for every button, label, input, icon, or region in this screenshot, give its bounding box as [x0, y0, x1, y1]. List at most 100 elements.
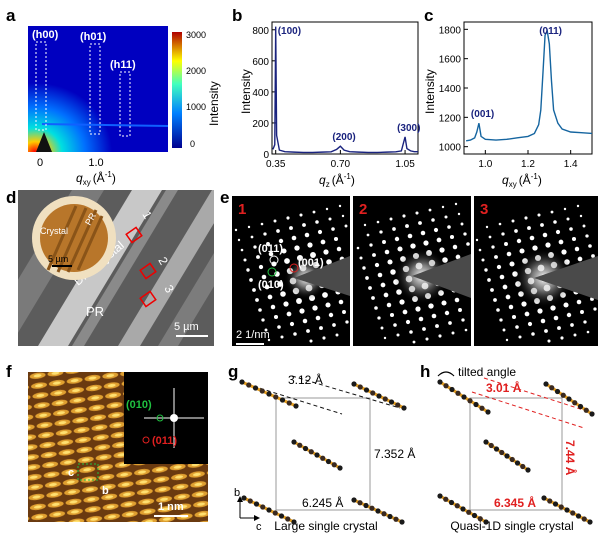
diffraction-spot — [396, 333, 400, 337]
cbar-tick-0: 0 — [190, 139, 195, 149]
diffraction-spot — [519, 248, 525, 254]
diffraction-spot — [491, 245, 495, 249]
atom — [381, 511, 387, 517]
ytick-label: 200 — [252, 119, 269, 130]
diffraction-spot — [563, 302, 569, 308]
saed-label-3: 3 — [480, 201, 488, 218]
diffraction-spot — [389, 312, 395, 318]
diffraction-spot — [531, 332, 535, 336]
unit-cell-h — [469, 397, 563, 511]
diffraction-spot — [545, 242, 551, 248]
diffraction-spot — [537, 308, 543, 314]
diffraction-spot — [374, 306, 378, 310]
diffraction-spot — [268, 251, 274, 257]
diffraction-spot — [561, 249, 567, 255]
diffraction-spot — [328, 312, 334, 318]
atom — [286, 400, 292, 406]
atom — [320, 455, 326, 461]
plot-frame — [271, 21, 419, 155]
diffraction-spot — [449, 234, 455, 240]
atom — [437, 493, 443, 499]
diffraction-spot — [516, 238, 522, 244]
diffraction-spot — [529, 235, 535, 241]
diffraction-spot — [365, 276, 369, 280]
diffraction-spot — [319, 326, 323, 330]
diffraction-spot — [342, 310, 346, 314]
sem-image: DPA crystal PR 1 2 3 Crystal PR 5 µm 5 µ… — [18, 190, 214, 346]
atom — [266, 507, 272, 513]
atom — [331, 462, 337, 468]
atom — [363, 502, 369, 509]
diffraction-spot — [582, 224, 586, 228]
diffraction-spot — [277, 325, 281, 329]
g-axis-c: c — [256, 521, 262, 533]
diffraction-spot — [407, 233, 413, 239]
diffraction-spot — [455, 254, 461, 260]
diffraction-spot — [267, 338, 271, 342]
atom — [382, 396, 388, 402]
diffraction-spot — [544, 329, 548, 333]
diffraction-spot — [415, 306, 421, 312]
diffraction-spot — [302, 223, 306, 227]
saed-label-1: 1 — [238, 201, 246, 218]
panel-g: 3.12 Å 7.352 Å 6.245 Å b c Large single … — [232, 362, 418, 534]
diffraction-spot — [570, 323, 574, 327]
diffraction-spot — [258, 308, 262, 312]
panel-d: DPA crystal PR 1 2 3 Crystal PR 5 µm 5 µ… — [18, 190, 214, 346]
diffraction-spot — [487, 278, 491, 282]
diffraction-spot — [372, 253, 376, 257]
diffraction-spot — [593, 307, 597, 311]
diffraction-spot — [371, 296, 375, 300]
diffraction-spot — [547, 339, 551, 343]
diffraction-spot — [422, 327, 426, 331]
scalebar-f: 1 nm — [158, 501, 184, 513]
panel-label-g: g — [228, 362, 239, 381]
diffraction-spot — [496, 264, 502, 270]
diffraction-spot — [261, 274, 267, 280]
diffraction-spot — [475, 238, 479, 242]
diffraction-spot — [237, 238, 241, 242]
g-distance-3: 6.245 Å — [302, 495, 343, 510]
diffraction-spot — [573, 333, 577, 337]
saed-label-2: 2 — [359, 201, 367, 218]
diffraction-spot — [571, 236, 577, 242]
atom — [272, 510, 278, 516]
atom — [247, 498, 253, 504]
label-h11: (h11) — [110, 59, 136, 71]
diffraction-spot — [261, 318, 265, 322]
diffraction-spot — [234, 228, 238, 232]
g-distance-1: 3.12 Å — [288, 372, 323, 387]
g-distance-2: 7.352 Å — [374, 446, 415, 461]
diffraction-spot — [383, 336, 387, 340]
diffraction-spot — [317, 229, 323, 235]
peak-label: (100) — [278, 26, 301, 37]
atom — [443, 383, 449, 389]
xtick-0: 0 — [37, 157, 43, 169]
diffraction-spot — [402, 214, 406, 218]
diffraction-spot — [431, 218, 435, 222]
diffraction-spot — [270, 304, 276, 310]
diffraction-spot — [286, 216, 290, 220]
diffraction-spot — [299, 308, 305, 314]
atom — [583, 407, 589, 413]
plot-frame — [463, 21, 593, 155]
diffraction-spot — [368, 286, 372, 290]
atom — [357, 384, 363, 390]
diffraction-spot — [428, 303, 434, 309]
atom — [239, 379, 245, 385]
diffraction-spot — [312, 305, 318, 311]
diffraction-spot — [299, 213, 303, 217]
diffraction-spot — [289, 321, 295, 327]
atom — [370, 390, 376, 396]
diffraction-spot — [379, 230, 383, 234]
atom — [575, 513, 582, 519]
ytick-label: 1000 — [439, 143, 462, 154]
diffraction-spot — [505, 294, 511, 300]
diffraction-spot — [493, 298, 497, 302]
diffraction-spot — [325, 207, 329, 211]
diffraction-spot — [498, 222, 502, 226]
ytick-label: 1600 — [439, 55, 462, 66]
h-tilt-label: tilted angle — [458, 365, 516, 379]
xtick-label: 1.05 — [395, 159, 415, 170]
diffraction-spot — [264, 328, 268, 332]
